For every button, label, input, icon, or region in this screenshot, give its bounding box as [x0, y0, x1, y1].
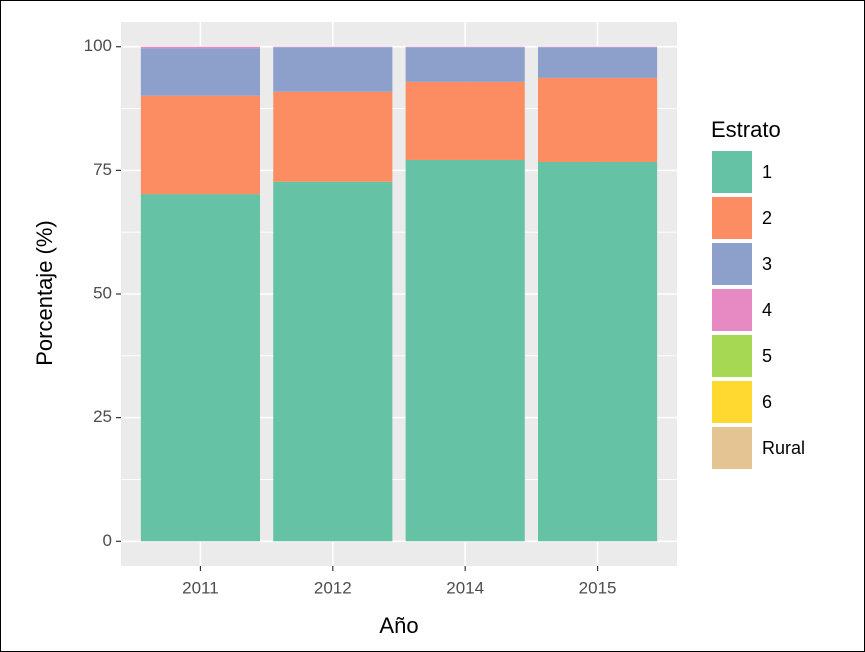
legend-label: 5: [762, 346, 772, 366]
y-tick-label: 100: [84, 36, 112, 55]
bar-segment: [273, 181, 393, 542]
x-tick-label: 2012: [314, 578, 352, 597]
y-tick-label: 75: [93, 160, 112, 179]
bar-segment: [538, 161, 658, 542]
legend-label: 3: [762, 254, 772, 274]
bar-segment: [140, 194, 260, 542]
legend-key: [710, 241, 754, 287]
legend-label: 4: [762, 300, 772, 320]
x-tick-label: 2011: [182, 578, 219, 597]
legend-key: [710, 425, 754, 471]
bar-segment: [140, 95, 260, 195]
legend-key: [710, 333, 754, 379]
x-axis-title: Año: [379, 613, 418, 638]
legend-title: Estrato: [711, 117, 781, 142]
bar-segment: [273, 91, 393, 182]
y-tick-label: 0: [103, 531, 112, 550]
y-tick-label: 50: [93, 283, 112, 302]
legend-key: [710, 149, 754, 195]
legend-label: 2: [762, 208, 772, 228]
bar-segment: [140, 48, 260, 96]
legend-key: [710, 287, 754, 333]
legend-label: 1: [762, 162, 772, 182]
bar-segment: [538, 77, 658, 162]
legend-key: [710, 379, 754, 425]
legend-label: Rural: [762, 438, 805, 458]
bar-segment: [405, 159, 525, 542]
y-tick-label: 25: [93, 407, 112, 426]
bar-segment: [140, 46, 260, 49]
legend-label: 6: [762, 392, 772, 412]
y-axis-title: Porcentaje (%): [32, 220, 57, 366]
x-tick-label: 2014: [446, 578, 484, 597]
legend-key: [710, 195, 754, 241]
bar-segment: [538, 47, 658, 78]
bar-segment: [273, 47, 393, 92]
bar-segment: [405, 81, 525, 160]
x-tick-label: 2015: [579, 578, 617, 597]
bar-segment: [405, 47, 525, 82]
